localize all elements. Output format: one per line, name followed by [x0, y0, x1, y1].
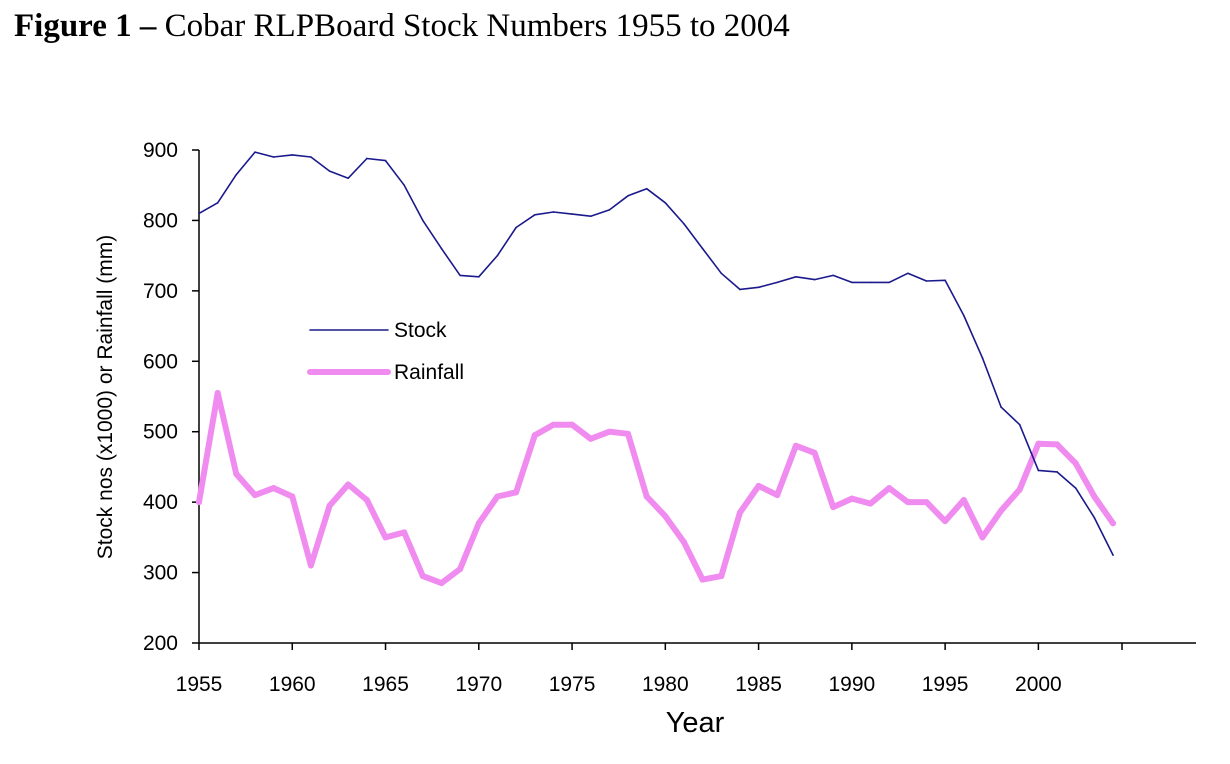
rainfall-point — [1072, 460, 1079, 467]
rainfall-point — [251, 492, 258, 499]
rainfall-point — [625, 430, 632, 437]
rainfall-point — [401, 529, 408, 536]
figure-title: Figure 1 – Cobar RLPBoard Stock Numbers … — [14, 8, 790, 45]
y-axis-label: Stock nos (x1000) or Rainfall (mm) — [94, 235, 117, 559]
rainfall-point — [419, 573, 426, 580]
rainfall-point — [1110, 520, 1116, 527]
rainfall-point — [1091, 493, 1098, 500]
rainfall-point — [942, 518, 949, 525]
y-tick-label: 300 — [143, 562, 178, 585]
rainfall-point — [606, 428, 613, 435]
rainfall-series-line — [196, 390, 1116, 587]
rainfall-point — [998, 507, 1005, 514]
rainfall-point — [718, 573, 725, 580]
chart-series — [196, 151, 1116, 587]
rainfall-point — [1016, 486, 1023, 493]
rainfall-point — [792, 442, 799, 449]
figure-label: Figure 1 – — [14, 8, 157, 44]
chart-legend: Stock Rainfall — [307, 319, 464, 384]
y-axis-ticks: 200 300 400 500 600 700 800 900 — [143, 139, 199, 655]
legend-label-rainfall: Rainfall — [394, 361, 464, 384]
x-tick-label: 1995 — [922, 673, 969, 696]
rainfall-points — [196, 389, 1116, 587]
rainfall-point — [1054, 441, 1061, 448]
rainfall-point — [550, 421, 557, 428]
x-tick-label: 2000 — [1015, 673, 1062, 696]
rainfall-point — [307, 562, 314, 569]
stock-series-line — [198, 151, 1114, 556]
rainfall-point — [904, 499, 911, 506]
x-axis-ticks: 1955 1960 1965 1970 1975 1980 1985 1990 1995 2000 — [176, 643, 1123, 696]
rainfall-point — [774, 492, 781, 499]
rainfall-point — [960, 497, 967, 504]
rainfall-point — [438, 580, 445, 587]
rainfall-point — [494, 493, 501, 500]
rainfall-point — [755, 482, 762, 489]
rainfall-point — [289, 493, 296, 500]
x-tick-label: 1960 — [269, 673, 316, 696]
y-tick-label: 600 — [143, 350, 178, 373]
figure-caption: Cobar RLPBoard Stock Numbers 1955 to 200… — [164, 8, 790, 44]
rainfall-point — [662, 513, 669, 520]
rainfall-point — [270, 485, 277, 492]
legend-label-stock: Stock — [394, 319, 447, 342]
rainfall-point — [363, 497, 370, 504]
rainfall-point — [736, 509, 743, 516]
y-tick-label: 200 — [143, 632, 178, 655]
rainfall-point — [382, 534, 389, 541]
rainfall-point — [345, 481, 352, 488]
rainfall-point — [513, 489, 520, 496]
x-tick-label: 1955 — [176, 673, 223, 696]
rainfall-point — [811, 449, 818, 456]
rainfall-point — [214, 389, 221, 396]
rainfall-point — [196, 499, 202, 506]
rainfall-point — [680, 539, 687, 546]
rainfall-point — [867, 500, 874, 507]
y-tick-label: 400 — [143, 491, 178, 514]
rainfall-point — [587, 435, 594, 442]
rainfall-point — [643, 493, 650, 500]
rainfall-point — [326, 502, 333, 509]
y-tick-label: 800 — [143, 209, 178, 232]
x-tick-label: 1965 — [362, 673, 409, 696]
x-tick-label: 1985 — [735, 673, 782, 696]
rainfall-point — [475, 520, 482, 527]
chart-axes — [198, 150, 1196, 644]
y-tick-label: 900 — [143, 139, 178, 162]
rainfall-point — [979, 534, 986, 541]
x-axis-label: Year — [666, 707, 725, 739]
rainfall-point — [1035, 440, 1042, 447]
x-tick-label: 1970 — [455, 673, 502, 696]
rainfall-point — [923, 499, 930, 506]
rainfall-point — [457, 566, 464, 573]
y-tick-label: 500 — [143, 421, 178, 444]
rainfall-point — [531, 432, 538, 439]
rainfall-point — [886, 485, 893, 492]
x-tick-label: 1990 — [828, 673, 875, 696]
rainfall-point — [699, 576, 706, 583]
x-tick-label: 1980 — [642, 673, 689, 696]
rainfall-point — [848, 495, 855, 502]
rainfall-point — [233, 470, 240, 477]
rainfall-point — [569, 421, 576, 428]
y-tick-label: 700 — [143, 280, 178, 303]
x-tick-label: 1975 — [549, 673, 596, 696]
rainfall-point — [830, 504, 837, 511]
